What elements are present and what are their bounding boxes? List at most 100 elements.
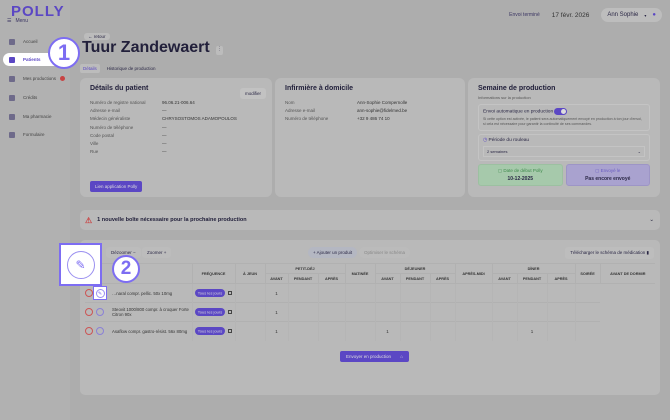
dose-cell[interactable] <box>429 321 456 341</box>
detail-row: Nom Ann-Sophie Compernolle <box>285 99 455 107</box>
dose-cell[interactable] <box>399 302 430 322</box>
dose-cell[interactable] <box>454 302 493 322</box>
th-lunch: DÉJEUNER <box>374 263 456 274</box>
optimize-button[interactable]: Optimiser le schéma <box>359 247 411 258</box>
sidebar-item-credits[interactable]: Crédits <box>3 91 67 104</box>
dose-cell[interactable] <box>374 302 400 322</box>
calendar-icon[interactable] <box>228 290 233 295</box>
dose-cell[interactable] <box>287 321 318 341</box>
delete-button[interactable] <box>85 308 93 316</box>
dose-cell[interactable] <box>374 283 400 303</box>
nav-label: Accueil <box>23 39 38 44</box>
product-cell: …naral compr. pellic. 50x 10mg <box>85 283 192 303</box>
zoom-out-button[interactable]: Dézoomer − <box>106 247 141 258</box>
dose-cell[interactable] <box>399 283 430 303</box>
dose-cell[interactable] <box>491 302 518 322</box>
send-label: Envoyer en production <box>346 354 392 359</box>
dose-cell[interactable] <box>429 302 456 322</box>
status-text: Envoi terminé <box>509 12 540 18</box>
dose-cell[interactable] <box>516 302 548 322</box>
dose-cell[interactable] <box>429 283 456 303</box>
dose-cell[interactable] <box>491 321 518 341</box>
dose-cell[interactable] <box>574 283 601 303</box>
tab-details[interactable]: Détails <box>80 64 100 73</box>
dose-cell[interactable] <box>287 302 318 322</box>
delete-button[interactable] <box>85 289 93 297</box>
user-name: Ann Sophie <box>607 12 639 18</box>
dose-cell[interactable] <box>491 283 518 303</box>
th-before: AVANT <box>264 273 289 284</box>
sidebar-item-productions[interactable]: Mes productions <box>3 72 67 85</box>
th-during: PENDANT <box>399 273 431 284</box>
more-options-button[interactable]: ⋮ <box>215 45 223 55</box>
th-breakfast: PETIT-DÉJ <box>264 263 346 274</box>
notification-dot <box>60 76 66 81</box>
dose-cell[interactable] <box>317 302 345 322</box>
dose-cell[interactable] <box>287 283 318 303</box>
dose-cell[interactable] <box>317 321 345 341</box>
frequency-badge[interactable]: Tous les jours <box>194 289 226 297</box>
dose-cell[interactable] <box>454 321 493 341</box>
dose-cell[interactable] <box>574 321 601 341</box>
sidebar-item-pharmacie[interactable]: Ma pharmacie <box>3 110 67 123</box>
dose-cell[interactable]: 1 <box>264 321 288 341</box>
app-link-button[interactable]: Lien application Polly <box>90 181 143 192</box>
page-title: Tuur Zandewaert <box>82 39 210 56</box>
calendar-icon[interactable] <box>228 309 233 314</box>
auto-send-toggle[interactable] <box>554 108 568 115</box>
tab-history[interactable]: Historique de production <box>106 66 156 71</box>
period-select[interactable]: 2 semaines ⌄ <box>483 146 645 157</box>
dose-cell[interactable] <box>454 283 493 303</box>
alert-banner[interactable]: ⚠ 1 nouvelle boîte nécessaire pour la pr… <box>80 210 660 230</box>
download-schema-button[interactable]: Télécharger le schéma de médication ▮ <box>565 247 654 259</box>
detail-value: — <box>162 108 167 114</box>
send-to-production-button[interactable]: Envoyer en production ⌂ <box>340 351 410 362</box>
dose-cell[interactable] <box>344 321 375 341</box>
dose-cell[interactable] <box>317 283 345 303</box>
dose-cell[interactable] <box>234 321 265 341</box>
dose-cell[interactable]: 1 <box>374 321 400 341</box>
dose-cell[interactable] <box>399 321 430 341</box>
dose-cell[interactable] <box>344 302 375 322</box>
detail-value: — <box>162 124 167 130</box>
th-during: PENDANT <box>516 273 548 284</box>
edit-button-highlight[interactable]: ✎ <box>93 286 107 300</box>
zoom-in-button[interactable]: Zoomer + <box>142 247 172 258</box>
frequency-badge[interactable]: Tous les jours <box>194 327 226 336</box>
dose-cell[interactable] <box>574 302 601 322</box>
delete-button[interactable] <box>85 327 93 336</box>
sidebar-item-accueil[interactable]: Accueil <box>3 35 67 48</box>
edit-button[interactable] <box>96 327 104 336</box>
sidebar-item-formulaire[interactable]: Formulaire <box>3 128 67 141</box>
sent-date-value: Pas encore envoyé <box>585 176 631 182</box>
edit-button-zoomed[interactable]: ✎ <box>59 243 102 286</box>
dose-cell[interactable]: 1 <box>516 321 548 341</box>
menu-toggle[interactable]: ☰ Menu <box>7 18 28 24</box>
annotation-badge-1: 1 <box>48 37 80 69</box>
back-button[interactable]: ← retour <box>84 33 110 40</box>
patient-card: Détails du patient modifier Numéro de re… <box>80 78 272 197</box>
detail-row: Code postal — <box>90 132 262 140</box>
dose-cell[interactable] <box>546 302 576 322</box>
detail-value: — <box>162 149 167 155</box>
dose-cell[interactable] <box>234 283 265 303</box>
dose-cell[interactable] <box>234 302 265 322</box>
dose-cell[interactable] <box>546 321 576 341</box>
detail-value: ann-sophie@fidelmed.be <box>357 108 408 114</box>
user-menu[interactable]: Ann Sophie ▾ ● <box>601 8 662 22</box>
pharmacy-icon <box>9 113 15 120</box>
dose-cell[interactable] <box>344 283 375 303</box>
product-name: Steovit 1000/800 compr. à croquer Forte … <box>112 307 189 317</box>
detail-row: Ville — <box>90 140 262 148</box>
dose-cell[interactable]: 1 <box>264 283 288 303</box>
dose-cell[interactable] <box>546 283 576 303</box>
calendar-icon[interactable] <box>228 328 233 333</box>
edit-patient-button[interactable]: modifier <box>239 88 266 99</box>
dose-cell[interactable]: 1 <box>264 302 288 322</box>
edit-button[interactable] <box>96 308 104 316</box>
frequency-badge[interactable]: Tous les jours <box>194 308 226 316</box>
th-before: AVANT <box>491 273 518 284</box>
detail-value: CHRYSOSTOMOS ADAMOPOULOS <box>162 116 237 122</box>
dose-cell[interactable] <box>516 283 548 303</box>
add-product-button[interactable]: + Ajouter un produit <box>308 247 358 258</box>
